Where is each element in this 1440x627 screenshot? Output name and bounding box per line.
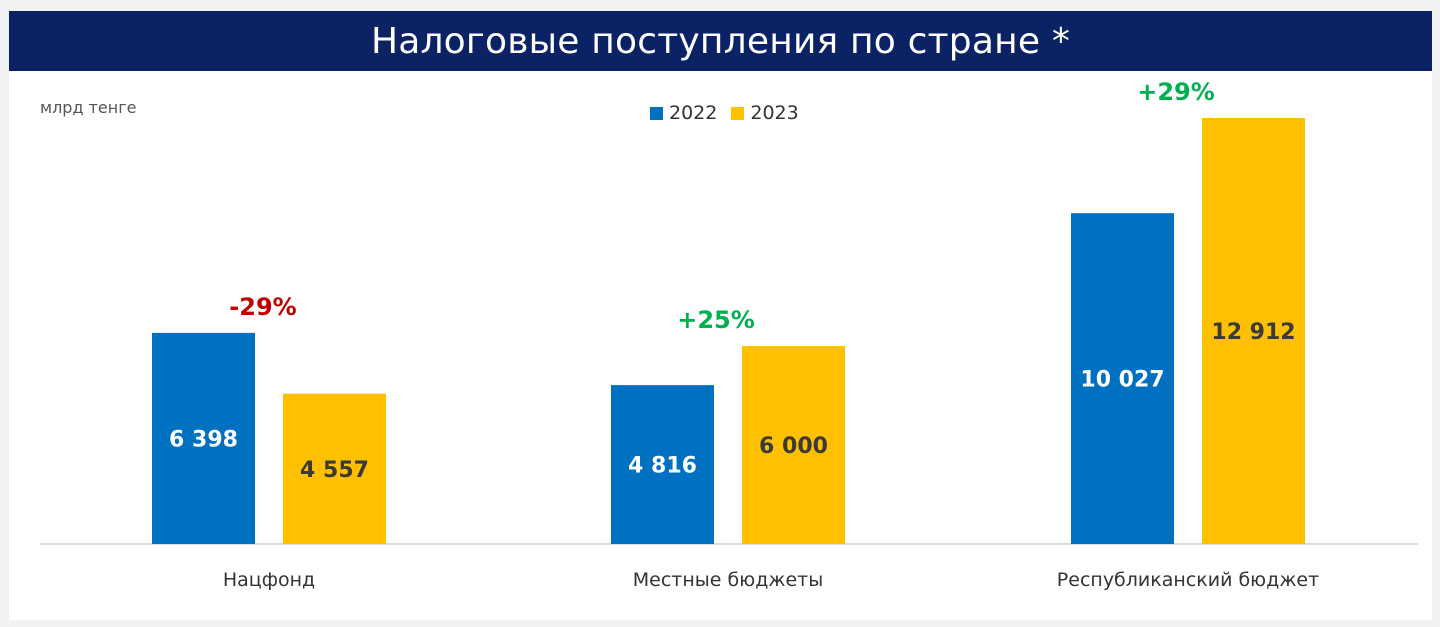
legend-label-2023: 2023 xyxy=(750,102,799,124)
bar-2023-1 xyxy=(742,346,845,544)
legend-swatch-2022 xyxy=(650,106,663,120)
category-label-1: Местные бюджеты xyxy=(633,569,823,591)
change-label-1: +25% xyxy=(677,306,755,334)
bar-2023-0 xyxy=(283,393,386,544)
bar-2022-0 xyxy=(152,332,255,544)
category-label-2: Республиканский бюджет xyxy=(1057,569,1319,591)
data-label-2023-0: 4 557 xyxy=(300,458,369,483)
bar-2023-2 xyxy=(1202,118,1305,544)
data-label-2022-0: 6 398 xyxy=(169,427,238,452)
legend: 2022 2023 xyxy=(650,102,799,124)
legend-item-2023: 2023 xyxy=(731,102,799,124)
chart-title: Налоговые поступления по стране * xyxy=(370,20,1071,62)
data-label-2023-2: 12 912 xyxy=(1211,320,1295,345)
change-label-0: -29% xyxy=(229,293,296,321)
bar-2022-2 xyxy=(1071,213,1174,545)
bar-2022-1 xyxy=(611,385,714,544)
data-label-2022-2: 10 027 xyxy=(1080,368,1164,393)
legend-item-2022: 2022 xyxy=(650,102,717,124)
legend-swatch-2023 xyxy=(731,106,745,120)
data-label-2023-1: 6 000 xyxy=(759,434,828,459)
title-bar: Налоговые поступления по стране * xyxy=(9,11,1432,71)
change-label-2: +29% xyxy=(1137,78,1215,106)
legend-label-2022: 2022 xyxy=(669,102,718,124)
data-label-2022-1: 4 816 xyxy=(628,454,697,479)
unit-label: млрд тенге xyxy=(40,98,137,117)
category-label-0: Нацфонд xyxy=(223,569,315,591)
